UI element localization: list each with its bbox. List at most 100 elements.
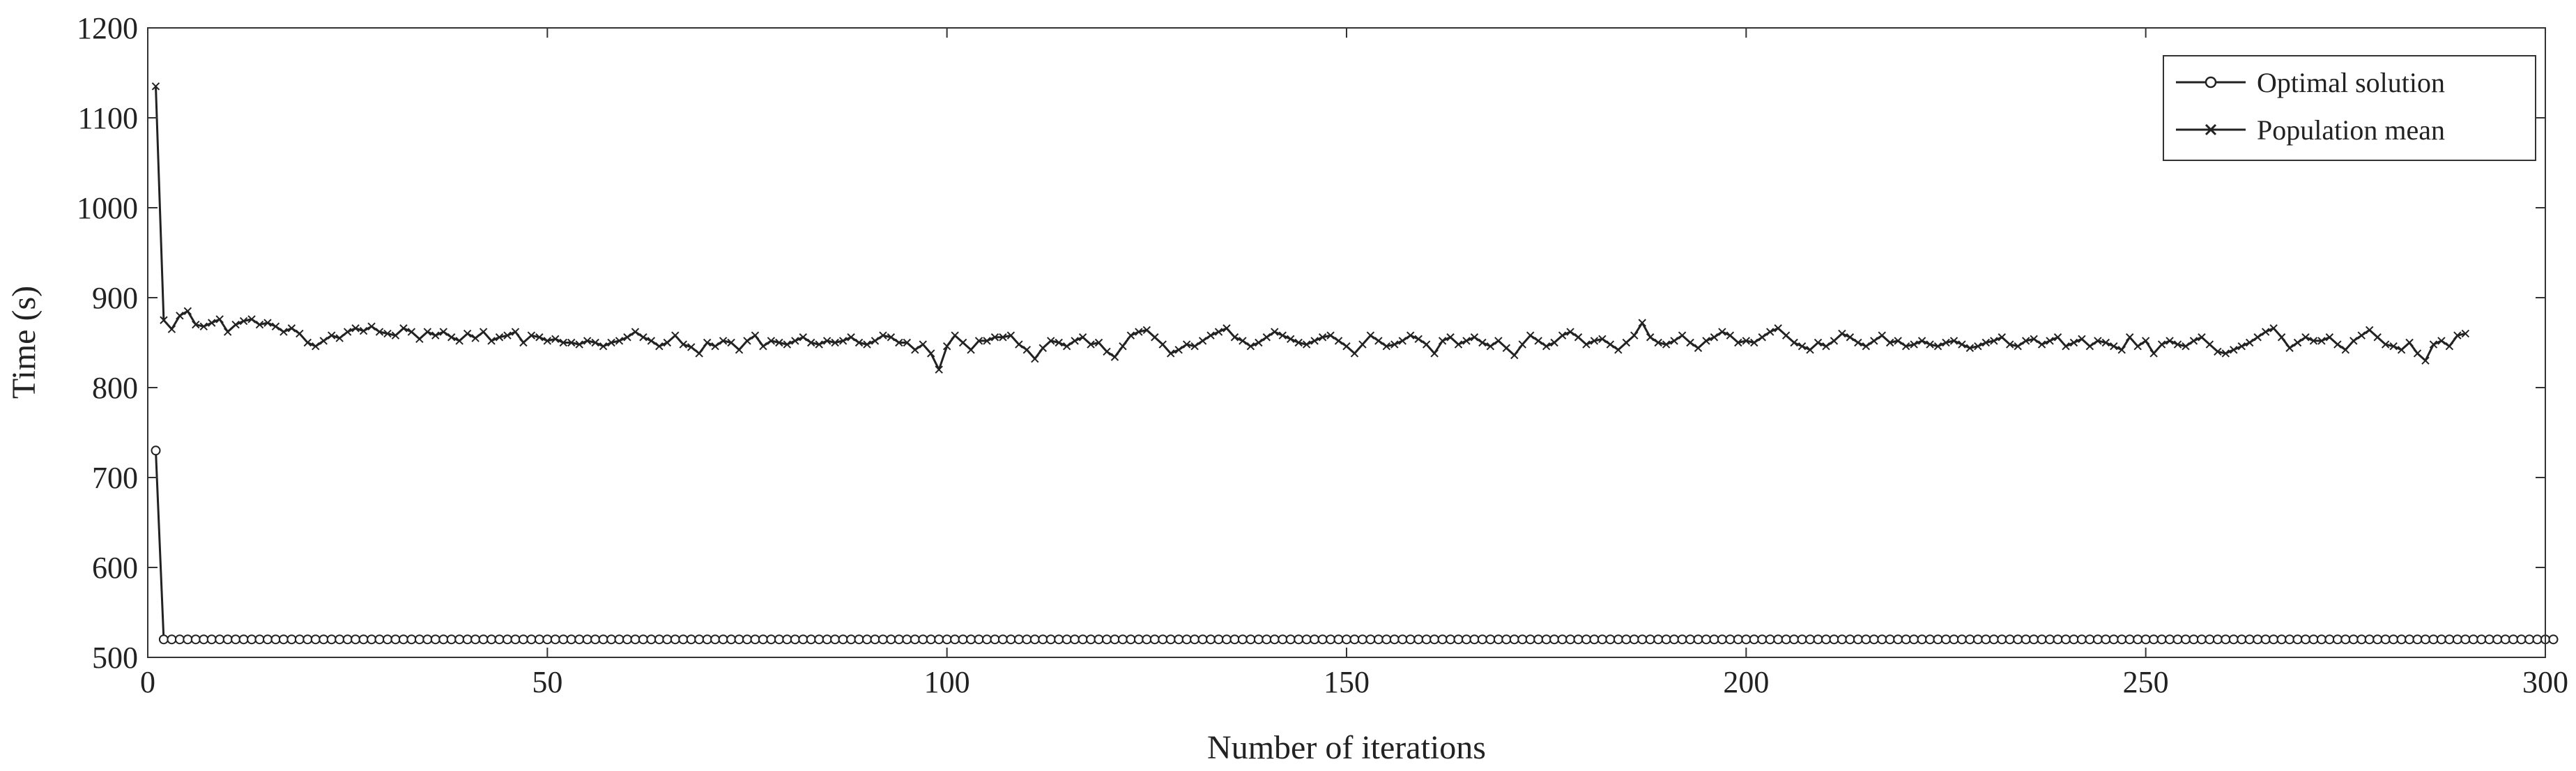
data-point-optimal-solution [1917,634,1927,645]
data-point-optimal-solution [2053,634,2063,645]
data-point-optimal-solution [1158,634,1168,645]
data-point-population-mean [1630,331,1639,339]
data-point-optimal-solution [1501,634,1512,645]
data-point-optimal-solution [1278,634,1288,645]
data-point-population-mean [1158,340,1167,349]
data-point-population-mean [1239,337,1247,345]
data-point-optimal-solution [1102,634,1112,645]
data-point-population-mean [1398,337,1406,345]
data-point-optimal-solution [1605,634,1616,645]
data-point-population-mean [335,334,344,342]
data-point-population-mean [2413,349,2422,358]
data-point-optimal-solution [1317,634,1328,645]
data-point-optimal-solution [614,634,624,645]
data-point-optimal-solution [2356,634,2367,645]
data-point-optimal-solution [670,634,680,645]
data-point-population-mean [367,322,376,330]
legend-box [2163,55,2536,161]
data-point-optimal-solution [2149,634,2159,645]
data-point-population-mean [887,333,896,342]
data-point-optimal-solution [1725,634,1735,645]
data-point-optimal-solution [1446,634,1456,645]
data-point-population-mean [759,342,767,351]
data-point-optimal-solution [1013,634,1024,645]
data-point-population-mean [383,329,392,338]
data-point-optimal-solution [2133,634,2143,645]
data-point-population-mean [1022,346,1032,354]
data-point-optimal-solution [478,634,489,645]
data-point-population-mean [1542,342,1551,351]
data-point-optimal-solution [2021,634,2031,645]
data-point-population-mean [751,331,760,339]
data-point-population-mean [783,340,792,349]
data-point-population-mean [1278,331,1287,339]
data-point-optimal-solution [622,634,632,645]
x-tick-label: 300 [2522,665,2568,699]
data-point-optimal-solution [1941,634,1951,645]
data-point-population-mean [1949,337,1958,345]
data-point-population-mean [2437,337,2446,345]
data-point-population-mean [1430,349,1439,358]
data-point-optimal-solution [231,634,241,645]
data-point-optimal-solution [574,634,585,645]
data-point-population-mean [535,333,544,342]
data-point-optimal-solution [566,634,576,645]
data-point-optimal-solution [894,634,904,645]
data-point-population-mean [1974,342,1982,351]
data-point-optimal-solution [2380,634,2391,645]
data-point-optimal-solution [1509,634,1519,645]
data-point-optimal-solution [982,634,992,645]
data-point-optimal-solution [310,634,321,645]
data-point-population-mean [1446,333,1455,342]
data-point-population-mean [1454,340,1463,349]
data-point-optimal-solution [2061,634,2071,645]
data-point-population-mean [847,333,855,342]
data-point-population-mean [1470,333,1479,342]
data-point-optimal-solution [1029,634,1040,645]
data-point-population-mean [903,338,912,347]
data-point-optimal-solution [1070,634,1080,645]
data-point-optimal-solution [710,634,721,645]
data-point-optimal-solution [1981,634,1991,645]
data-point-optimal-solution [2396,634,2407,645]
data-point-population-mean [1318,333,1327,342]
data-point-population-mean [447,333,456,342]
data-point-population-mean [328,331,336,339]
data-point-population-mean [1167,349,1175,358]
data-point-population-mean [2141,337,2150,345]
data-point-population-mean [1646,333,1655,342]
data-point-optimal-solution [390,634,401,645]
data-point-optimal-solution [2117,634,2127,645]
data-point-population-mean [791,337,799,345]
data-point-optimal-solution [2516,634,2527,645]
data-point-population-mean [2117,346,2126,354]
data-point-optimal-solution [1893,634,1903,645]
data-point-population-mean [2014,342,2022,351]
data-point-population-mean [2221,349,2230,358]
data-point-optimal-solution [686,634,696,645]
data-point-optimal-solution [646,634,657,645]
data-point-optimal-solution [1781,634,1791,645]
data-point-population-mean [2397,346,2406,354]
data-point-population-mean [1781,331,1791,339]
data-point-population-mean [2062,342,2070,351]
data-point-optimal-solution [526,634,537,645]
data-point-optimal-solution [2285,634,2295,645]
data-point-optimal-solution [1133,634,1144,645]
data-point-optimal-solution [2524,634,2535,645]
data-point-population-mean [407,328,416,336]
data-point-population-mean [1710,333,1719,342]
data-point-population-mean [735,346,744,354]
data-point-population-mean [1142,326,1151,335]
data-point-population-mean [312,342,320,351]
data-point-population-mean [208,319,216,327]
data-point-optimal-solution [2500,634,2510,645]
data-point-population-mean [607,338,615,347]
data-point-optimal-solution [1126,634,1136,645]
data-point-population-mean [1806,346,1814,354]
data-point-optimal-solution [1765,634,1775,645]
data-point-population-mean [615,337,624,345]
data-point-optimal-solution [1453,634,1464,645]
data-point-optimal-solution [2412,634,2423,645]
data-point-population-mean [543,337,552,345]
